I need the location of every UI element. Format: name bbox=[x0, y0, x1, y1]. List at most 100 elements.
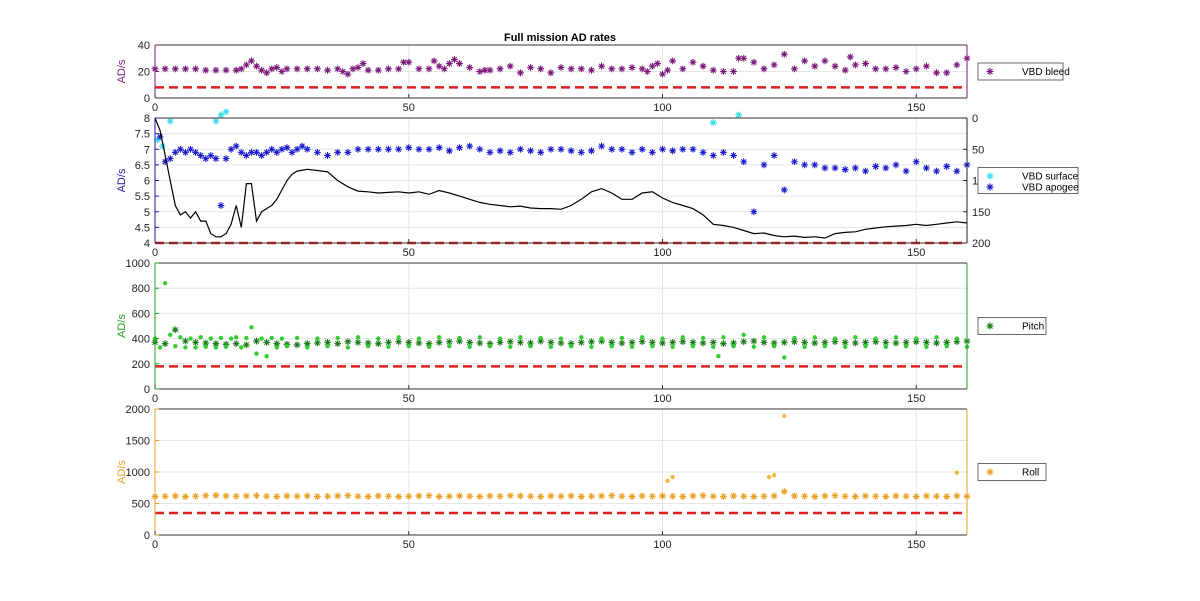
data-point bbox=[303, 65, 311, 73]
data-point bbox=[364, 339, 372, 347]
data-point bbox=[923, 62, 930, 70]
data-point bbox=[628, 148, 636, 156]
data-point bbox=[568, 343, 574, 349]
data-point bbox=[841, 166, 849, 173]
data-point bbox=[721, 335, 726, 340]
data-point bbox=[288, 148, 296, 156]
data-point bbox=[547, 69, 555, 77]
data-point bbox=[203, 344, 208, 349]
data-point bbox=[700, 335, 706, 341]
data-point bbox=[283, 492, 291, 500]
y-axis-label: AD/s bbox=[116, 314, 128, 338]
data-point bbox=[324, 338, 331, 346]
data-point bbox=[923, 492, 930, 500]
data-point bbox=[735, 54, 743, 62]
data-point bbox=[253, 62, 260, 70]
data-point bbox=[218, 335, 224, 341]
data-point bbox=[740, 492, 748, 500]
data-point bbox=[176, 145, 184, 153]
series-roll-points bbox=[665, 413, 960, 484]
data-point bbox=[954, 336, 960, 341]
data-point bbox=[451, 56, 458, 63]
data-point bbox=[628, 338, 636, 346]
data-point bbox=[385, 145, 392, 153]
panel-2: 05010015044.555.566.577.58050100150200AD… bbox=[116, 108, 1079, 259]
depth-line bbox=[154, 117, 968, 239]
data-point bbox=[731, 343, 736, 349]
data-point bbox=[263, 69, 271, 77]
data-point bbox=[456, 144, 463, 152]
data-point bbox=[912, 493, 920, 500]
data-point bbox=[873, 336, 878, 341]
y-tick-label: 1000 bbox=[126, 467, 150, 479]
data-point bbox=[192, 148, 199, 156]
data-point bbox=[660, 336, 665, 341]
data-point bbox=[659, 70, 666, 78]
data-point bbox=[953, 492, 961, 500]
data-point bbox=[354, 338, 362, 346]
data-point bbox=[466, 492, 474, 500]
data-point bbox=[770, 492, 778, 500]
data-point bbox=[334, 340, 342, 348]
data-point bbox=[851, 164, 859, 172]
x-tick-label: 0 bbox=[152, 393, 158, 405]
data-point bbox=[354, 64, 362, 71]
data-point bbox=[720, 340, 727, 348]
data-point bbox=[567, 147, 575, 155]
data-point bbox=[751, 344, 757, 349]
y-tick-label: 1000 bbox=[126, 258, 150, 270]
data-point bbox=[730, 492, 737, 500]
data-point bbox=[598, 492, 605, 500]
data-point bbox=[933, 167, 940, 175]
data-point bbox=[161, 158, 169, 166]
data-point bbox=[648, 62, 656, 70]
data-point bbox=[761, 335, 767, 340]
data-point bbox=[400, 58, 408, 66]
data-point bbox=[447, 343, 452, 349]
data-point bbox=[780, 338, 788, 346]
data-point bbox=[207, 152, 215, 159]
data-point bbox=[709, 119, 717, 127]
data-point bbox=[791, 158, 798, 166]
data-point bbox=[740, 54, 748, 62]
data-point bbox=[741, 332, 746, 338]
data-point bbox=[344, 70, 352, 78]
data-point bbox=[588, 338, 595, 346]
data-point bbox=[217, 202, 225, 209]
data-point bbox=[283, 65, 291, 73]
data-point bbox=[232, 66, 240, 74]
data-point bbox=[425, 65, 433, 73]
data-point bbox=[193, 345, 198, 350]
data-point bbox=[709, 66, 717, 74]
data-point bbox=[212, 117, 220, 125]
data-point bbox=[843, 344, 848, 349]
data-point bbox=[821, 338, 829, 346]
data-point bbox=[178, 335, 183, 340]
data-point bbox=[171, 326, 179, 334]
data-point bbox=[487, 343, 493, 349]
series-roll bbox=[151, 488, 971, 500]
data-point bbox=[791, 65, 798, 73]
data-point bbox=[202, 155, 210, 163]
data-point bbox=[558, 336, 564, 341]
data-point bbox=[395, 145, 402, 153]
data-point bbox=[248, 57, 255, 65]
y-tick-label: 5 bbox=[144, 207, 150, 219]
y-tick-label: 4 bbox=[144, 238, 150, 250]
data-point bbox=[171, 148, 179, 156]
data-point bbox=[902, 492, 910, 500]
legend-marker bbox=[986, 183, 994, 191]
data-point bbox=[760, 492, 768, 500]
y-axis-label: AD/s bbox=[116, 59, 128, 83]
data-point bbox=[638, 65, 646, 73]
data-point bbox=[374, 66, 382, 74]
data-point bbox=[232, 340, 240, 348]
data-point bbox=[374, 492, 382, 500]
data-point bbox=[445, 492, 453, 500]
y-tick-label: 7.5 bbox=[135, 129, 150, 141]
legend-label: Pitch bbox=[1022, 322, 1044, 333]
data-point bbox=[821, 164, 829, 172]
data-point bbox=[481, 66, 489, 74]
data-point bbox=[228, 336, 234, 341]
